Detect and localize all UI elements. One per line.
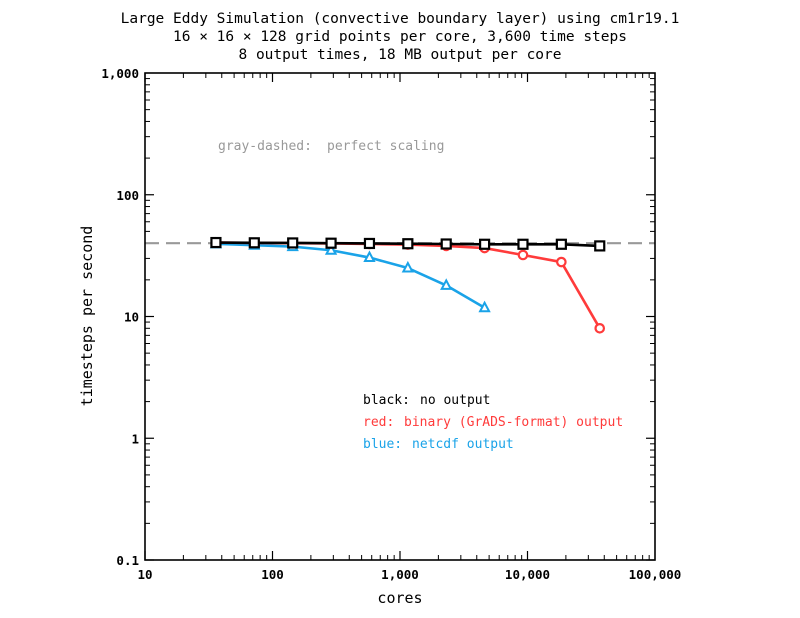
tick-labels: 10 100 1,000 10,000 100,000 0.1 1 10 100 1,000 [101,66,681,582]
legend-text-black: no output [420,393,490,408]
legend-key-black: black: [363,393,410,408]
legend-key-blue: blue: [363,437,402,452]
data-point-triangle [478,300,491,313]
data-point-square [210,236,222,249]
data-point-triangle [401,260,414,273]
data-point-square [440,238,452,250]
x-tick-label: 10 [137,567,152,582]
title-line-3: 8 output times, 18 MB output per core [238,47,561,63]
x-tick-label: 10,000 [505,567,550,582]
x-tick-label: 100 [261,567,284,582]
plot-frame [144,72,656,561]
annotation-text: perfect scaling [327,139,444,154]
series-line [215,242,486,309]
x-axis-label: cores [377,589,422,607]
series-line [215,241,601,329]
y-axis-label: timesteps per second [78,226,96,407]
x-tick-label: 100,000 [629,567,682,582]
data-point-square [363,237,376,250]
data-point-square [594,240,606,252]
data-point-circle [594,322,606,334]
y-tick-label: 10 [124,310,139,325]
x-tick-label: 1,000 [381,567,419,582]
legend: black: no output red: binary (GrADS-form… [363,393,623,452]
data-point-square [325,237,337,249]
data-point-square [478,238,491,250]
data-point-triangle [363,250,376,263]
title-line-2: 16 × 16 × 128 grid points per core, 3,60… [173,29,627,45]
legend-text-blue: netcdf output [412,437,514,452]
y-tick-label: 1 [131,431,139,446]
data-point-triangle [324,243,338,255]
data-point-square [402,238,414,250]
y-tick-label: 100 [116,188,139,203]
data-point-circle [556,256,567,268]
chart-title: Large Eddy Simulation (convective bounda… [121,11,680,63]
legend-text-red: binary (GrADS-format) output [404,415,623,430]
data-point-square [555,238,567,250]
series-layer [209,236,606,334]
annotation-perfect-scaling: gray-dashed: perfect scaling [218,139,444,154]
y-tick-label: 1,000 [101,66,139,81]
legend-key-red: red: [363,415,394,430]
y-tick-label: 0.1 [116,553,139,568]
annotation-key: gray-dashed: [218,139,312,154]
data-point-square [248,237,260,249]
title-line-1: Large Eddy Simulation (convective bounda… [121,11,680,27]
series-binary-grads-format-output [210,237,606,334]
data-point-square [287,237,299,249]
data-point-square [517,238,529,250]
data-point-triangle [440,278,453,290]
series-no-output [210,236,606,252]
data-point-circle [517,249,529,261]
axis-ticks [144,73,655,561]
